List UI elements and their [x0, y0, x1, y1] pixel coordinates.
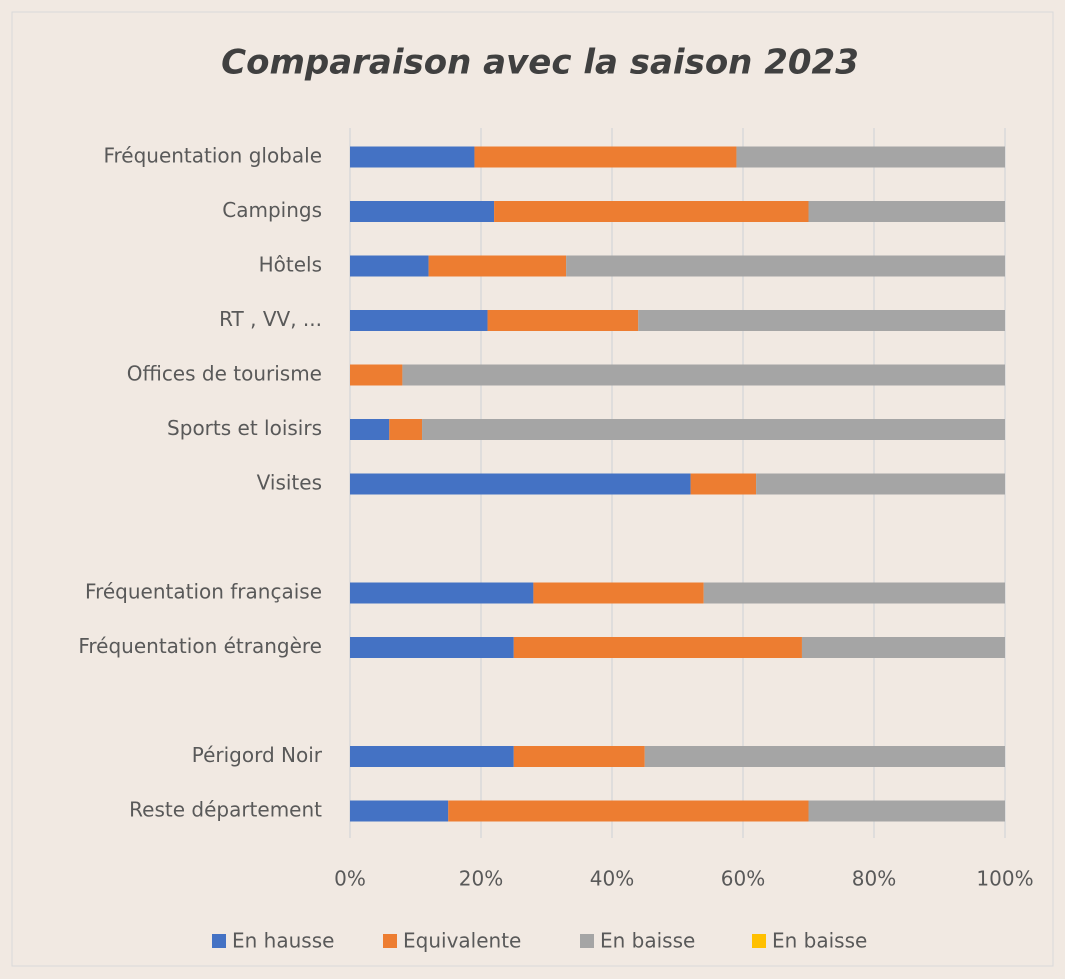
bar-segment	[350, 637, 514, 658]
x-tick-label: 40%	[590, 867, 634, 891]
bar-segment	[487, 310, 639, 331]
y-tick-label: Visites	[257, 471, 322, 495]
bar-segment	[350, 473, 691, 495]
bar-segment	[690, 473, 757, 495]
bar-segment	[350, 419, 390, 440]
y-tick-label: Offices de tourisme	[127, 362, 322, 386]
bar-segment	[350, 255, 429, 277]
bar-segment	[350, 582, 534, 604]
y-tick-label: Fréquentation globale	[103, 144, 322, 168]
x-tick-label: 20%	[459, 867, 503, 891]
x-tick-label: 80%	[852, 867, 896, 891]
y-tick-label: Périgord Noir	[192, 743, 323, 767]
x-tick-label: 0%	[334, 867, 366, 891]
bar-segment	[808, 800, 1005, 822]
bar-segment	[350, 746, 514, 767]
legend-swatch	[580, 934, 594, 948]
x-tick-label: 60%	[721, 867, 765, 891]
chart-title: Comparaison avec la saison 2023	[221, 43, 859, 83]
y-tick-label: Fréquentation française	[85, 580, 322, 604]
bar-segment	[474, 146, 737, 168]
y-tick-label: Fréquentation étrangère	[78, 634, 322, 658]
bar-segment	[644, 746, 1005, 767]
x-tick-label: 100%	[976, 867, 1033, 891]
y-tick-label: Hôtels	[259, 253, 322, 277]
bar-segment	[350, 146, 475, 168]
bar-segment	[350, 310, 488, 331]
legend-swatch	[752, 934, 766, 948]
bar-segment	[389, 419, 423, 440]
bar-segment	[350, 800, 449, 822]
bar-segment	[402, 364, 1005, 386]
bar-segment	[513, 637, 802, 658]
bar-segment	[638, 310, 1005, 331]
bar-segment	[756, 473, 1005, 495]
bar-segment	[350, 364, 403, 386]
bar-segment	[566, 255, 1005, 277]
y-tick-label: Campings	[222, 198, 322, 222]
legend-label: En baisse	[600, 929, 695, 953]
legend-label: Equivalente	[403, 929, 521, 953]
legend-swatch	[383, 934, 397, 948]
bar-segment	[494, 201, 809, 222]
y-tick-label: Reste département	[129, 798, 322, 822]
bar-segment	[350, 201, 495, 222]
bar-segment	[736, 146, 1005, 168]
bar-segment	[428, 255, 567, 277]
bar-segment	[422, 419, 1005, 440]
y-tick-label: RT , VV, ...	[219, 307, 322, 331]
legend-label: En baisse	[772, 929, 867, 953]
bar-segment	[513, 746, 645, 767]
bar-segment	[808, 201, 1005, 222]
bar-segment	[533, 582, 704, 604]
legend-swatch	[212, 934, 226, 948]
legend-label: En hausse	[232, 929, 334, 953]
y-tick-label: Sports et loisirs	[167, 416, 322, 440]
bar-segment	[801, 637, 1005, 658]
bar-segment	[703, 582, 1005, 604]
bar-segment	[448, 800, 809, 822]
